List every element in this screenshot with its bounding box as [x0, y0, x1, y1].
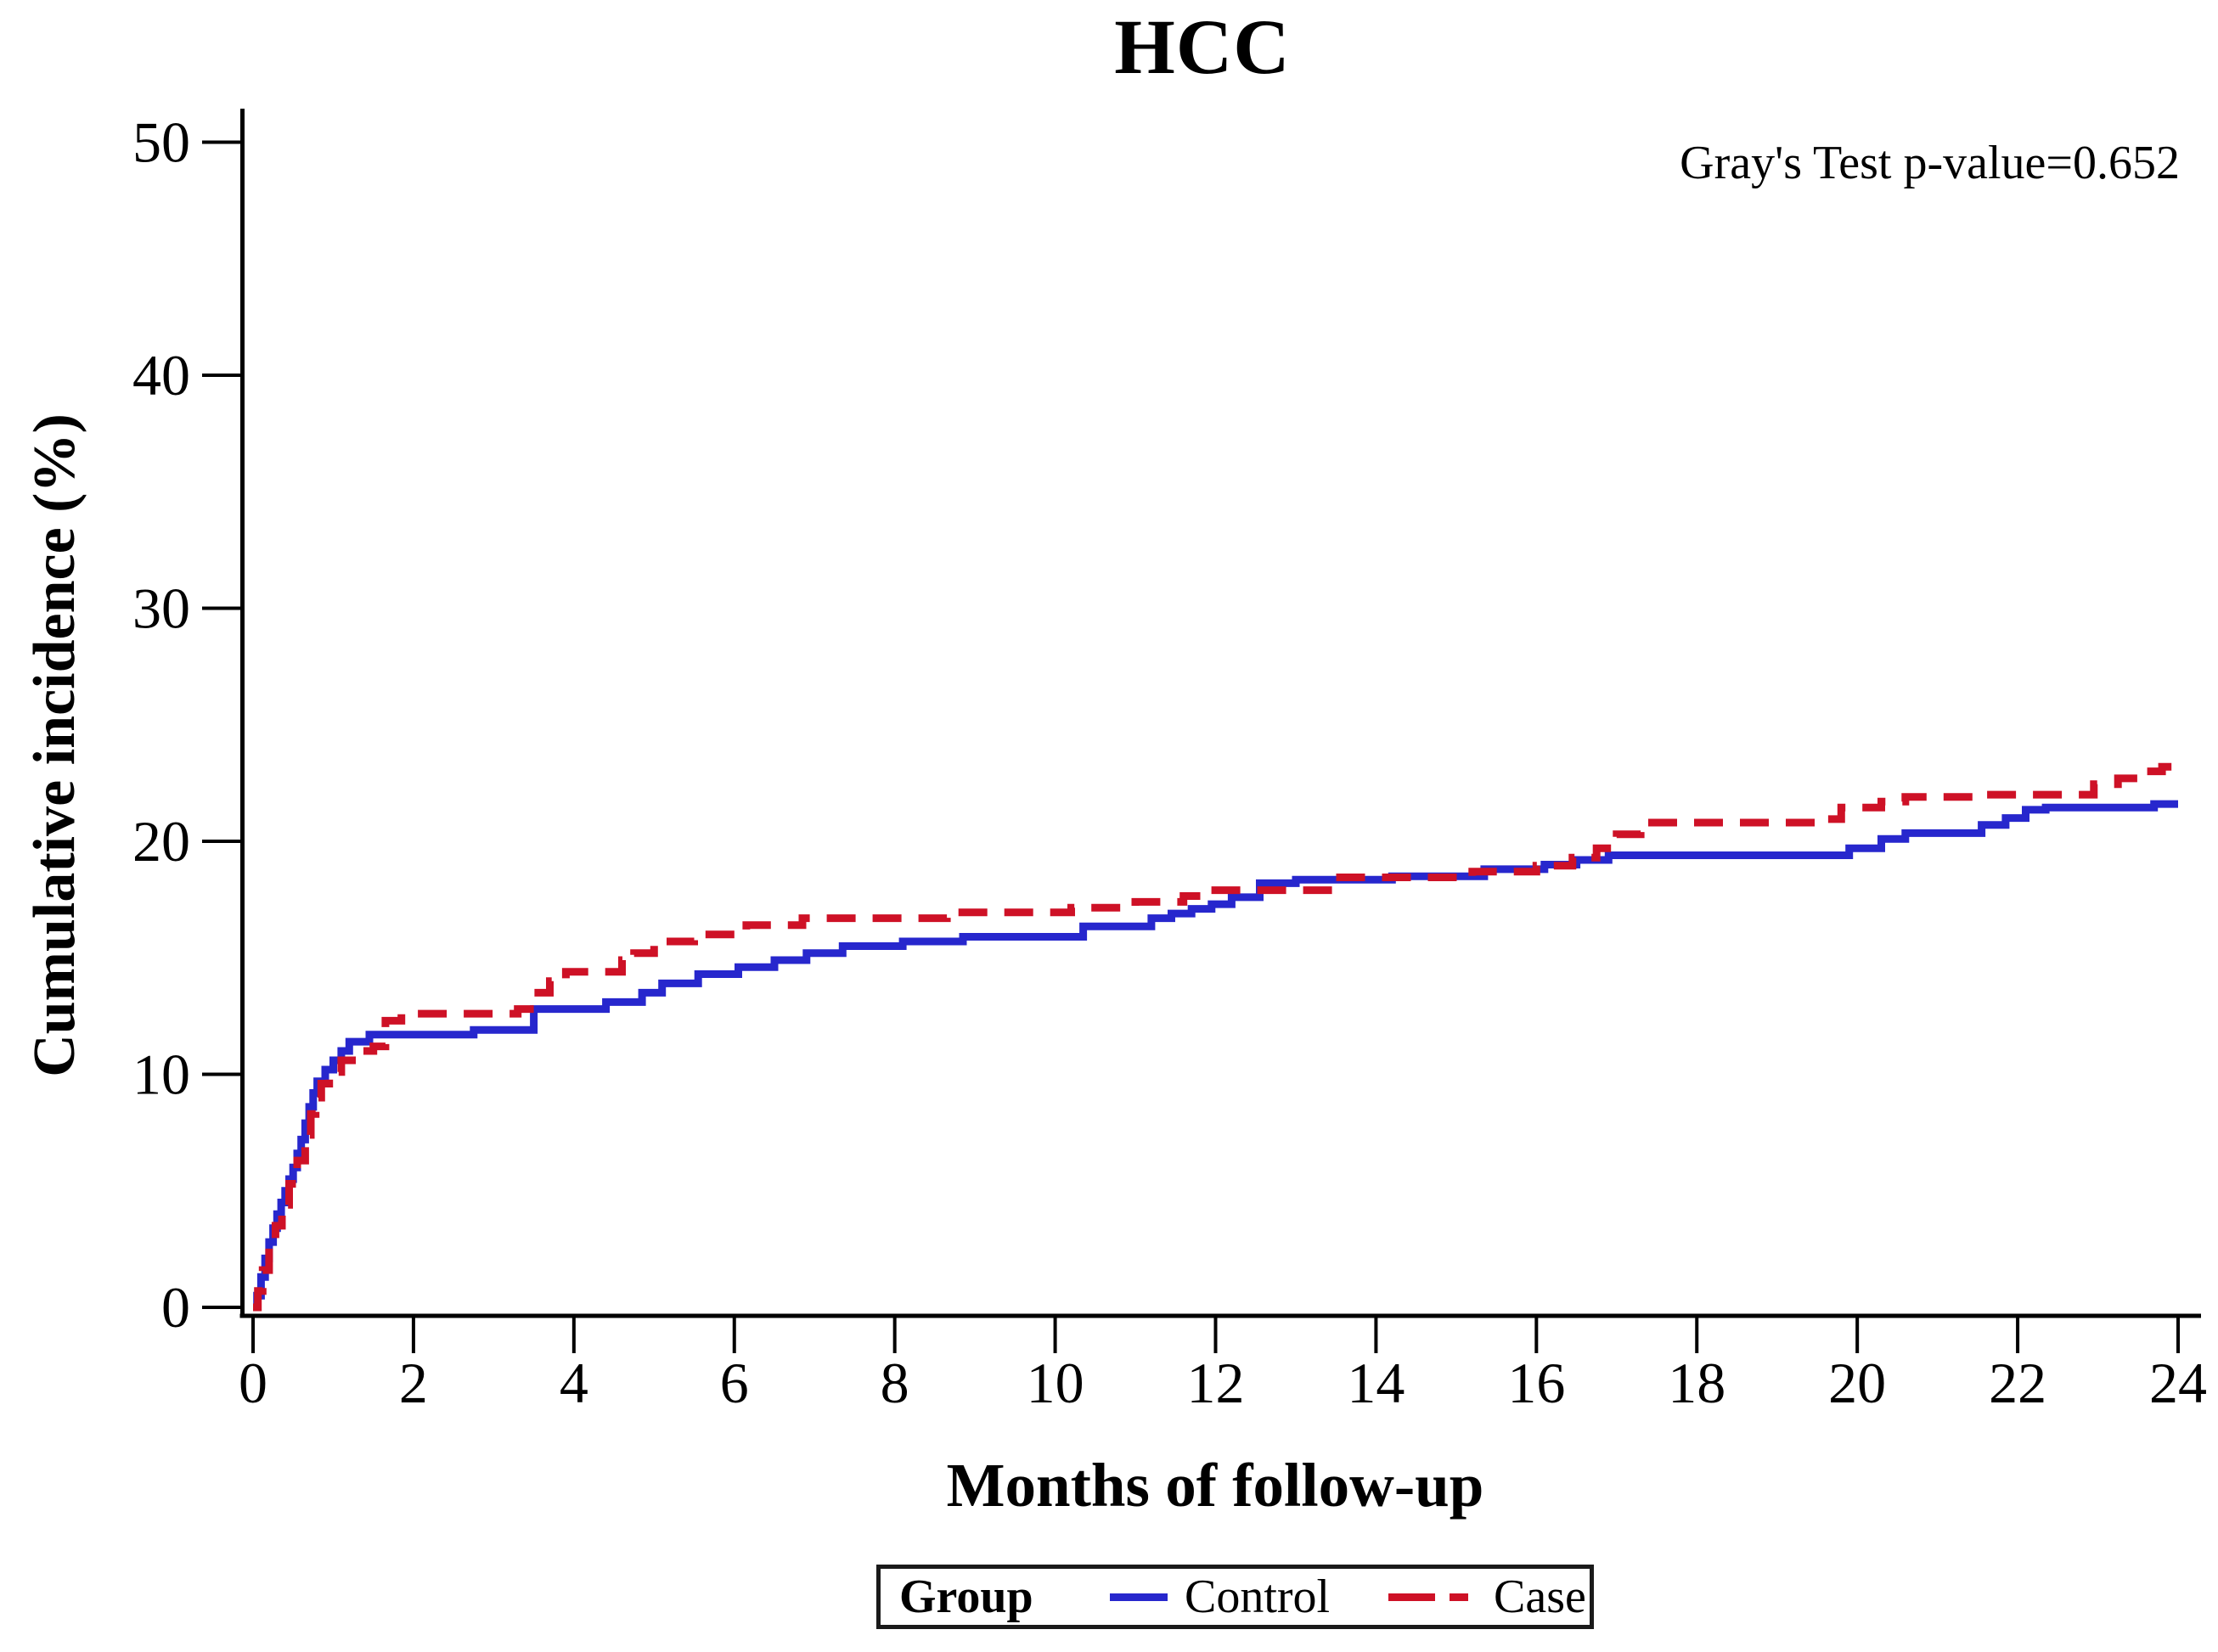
legend-entry-control: Control — [1185, 1571, 1331, 1623]
control-line-swatch-icon — [1110, 1593, 1168, 1601]
y-tick-label: 40 — [132, 343, 190, 407]
x-tick-label: 12 — [1186, 1351, 1244, 1415]
x-axis-title: Months of follow-up — [946, 1451, 1484, 1520]
x-tick-label: 0 — [239, 1351, 267, 1415]
y-tick-label: 20 — [132, 809, 190, 874]
x-tick-label: 22 — [1989, 1351, 2046, 1415]
x-tick-label: 24 — [2149, 1351, 2207, 1415]
case-curve — [253, 762, 2178, 1312]
case-dashed-line-swatch-icon — [1388, 1593, 1473, 1601]
legend-entry-case: Case — [1494, 1571, 1586, 1623]
x-tick-label: 14 — [1347, 1351, 1405, 1415]
control-curve — [253, 800, 2178, 1312]
x-tick-label: 6 — [720, 1351, 749, 1415]
x-tick-label: 20 — [1828, 1351, 1886, 1415]
grays-test-pvalue-annotation: Gray's Test p-value=0.652 — [1680, 137, 2180, 189]
x-tick-label: 2 — [399, 1351, 428, 1415]
x-tick-label: 4 — [560, 1351, 588, 1415]
x-tick-label: 8 — [881, 1351, 909, 1415]
legend: Group Control Case — [876, 1565, 1594, 1629]
x-tick-label: 18 — [1668, 1351, 1725, 1415]
x-tick-label: 16 — [1507, 1351, 1565, 1415]
legend-title: Group — [899, 1571, 1033, 1623]
y-tick-label: 50 — [132, 110, 190, 175]
y-tick-label: 30 — [132, 576, 190, 641]
chart-title: HCC — [1114, 3, 1291, 90]
y-tick-label: 10 — [132, 1042, 190, 1107]
x-tick-label: 10 — [1027, 1351, 1084, 1415]
y-tick-label: 0 — [161, 1275, 190, 1340]
